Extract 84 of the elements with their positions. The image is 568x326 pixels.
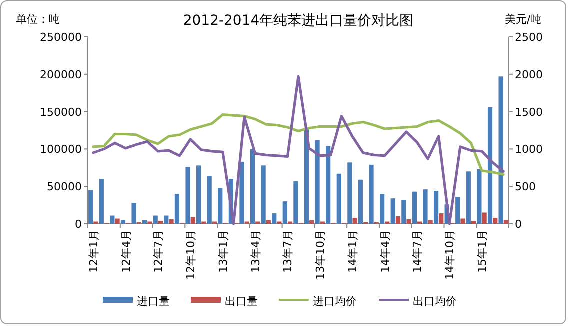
- x-tick-label: 12年10月: [184, 230, 198, 280]
- legend-label: 出口量: [225, 295, 258, 308]
- bar: [218, 188, 223, 224]
- bar: [250, 149, 256, 224]
- bar: [153, 216, 158, 224]
- y2-tick-label: 2000: [515, 68, 543, 82]
- bar: [390, 198, 396, 224]
- x-tick-label: 13年7月: [282, 230, 295, 273]
- y-tick-label: 50000: [47, 180, 82, 194]
- bar: [471, 221, 476, 224]
- bar: [460, 218, 466, 224]
- y-tick-label: 0: [75, 218, 82, 231]
- bar: [348, 162, 352, 224]
- x-tick-label: 13年1月: [216, 230, 230, 273]
- x-tick-label: 13年4月: [249, 230, 262, 273]
- x-tick-label: 13年10月: [314, 230, 328, 280]
- y-tick-label: 100000: [40, 143, 82, 156]
- bar: [261, 166, 266, 224]
- bar: [196, 166, 202, 224]
- bar: [406, 220, 412, 224]
- x-tick-label: 15年1月: [476, 230, 490, 273]
- bar: [456, 197, 460, 224]
- y2-tick-label: 500: [515, 180, 536, 194]
- y2-tick-label: 1000: [515, 143, 543, 156]
- bar: [186, 167, 190, 224]
- y2-tick-label: 1500: [515, 106, 543, 119]
- x-tick-label: 14年1月: [346, 230, 360, 273]
- bar: [466, 172, 471, 224]
- bar: [272, 214, 277, 224]
- bar: [434, 191, 439, 224]
- y-tick-label: 150000: [40, 106, 82, 119]
- bar: [169, 220, 174, 224]
- bar: [504, 220, 508, 224]
- y-tick-label: 200000: [40, 68, 82, 82]
- bar: [207, 176, 212, 224]
- bar: [326, 146, 331, 224]
- legend-label: 进口量: [137, 295, 170, 308]
- bar: [428, 220, 433, 224]
- y2-tick-label: 2500: [515, 31, 543, 44]
- y2-axis-title: 美元/吨: [505, 13, 542, 26]
- bar: [132, 203, 136, 224]
- bar: [294, 181, 298, 224]
- bar: [266, 220, 271, 224]
- bar: [488, 107, 493, 224]
- bar: [358, 180, 364, 224]
- bar: [120, 220, 126, 224]
- x-tick-label: 12年7月: [152, 230, 166, 273]
- bar: [315, 140, 320, 224]
- bar: [88, 190, 94, 224]
- bar: [110, 216, 115, 224]
- bar: [423, 190, 428, 224]
- bar: [412, 192, 417, 224]
- bar: [380, 194, 385, 224]
- bar: [240, 162, 244, 224]
- bar: [493, 218, 498, 224]
- bar: [352, 218, 358, 224]
- bar: [396, 216, 401, 224]
- y-axis-title: 单位：吨: [16, 13, 60, 26]
- y-tick-label: 250000: [40, 31, 82, 44]
- x-tick-label: 12年4月: [120, 230, 133, 273]
- bar: [477, 169, 482, 224]
- legend-label: 进口均价: [313, 295, 357, 308]
- bar: [482, 212, 487, 224]
- bar: [174, 194, 180, 224]
- bar: [310, 220, 314, 224]
- bar: [158, 221, 164, 224]
- bar: [336, 174, 342, 224]
- bar: [99, 179, 104, 224]
- bar: [142, 220, 148, 224]
- x-tick-label: 14年10月: [444, 230, 457, 280]
- bar: [282, 202, 288, 224]
- bar: [369, 164, 374, 224]
- bar: [164, 216, 169, 224]
- x-tick-label: 14年4月: [378, 230, 392, 273]
- bar: [115, 218, 120, 224]
- y2-tick-label: 0: [515, 218, 522, 231]
- x-tick-label: 12年1月: [87, 230, 100, 273]
- legend-label: 出口均价: [413, 295, 457, 308]
- chart-title: 2012-2014年纯苯进出口量价对比图: [183, 13, 414, 29]
- bar: [498, 76, 504, 224]
- bar: [190, 217, 196, 224]
- bar: [402, 200, 406, 224]
- bar: [439, 214, 444, 224]
- x-tick-label: 14年7月: [411, 230, 424, 273]
